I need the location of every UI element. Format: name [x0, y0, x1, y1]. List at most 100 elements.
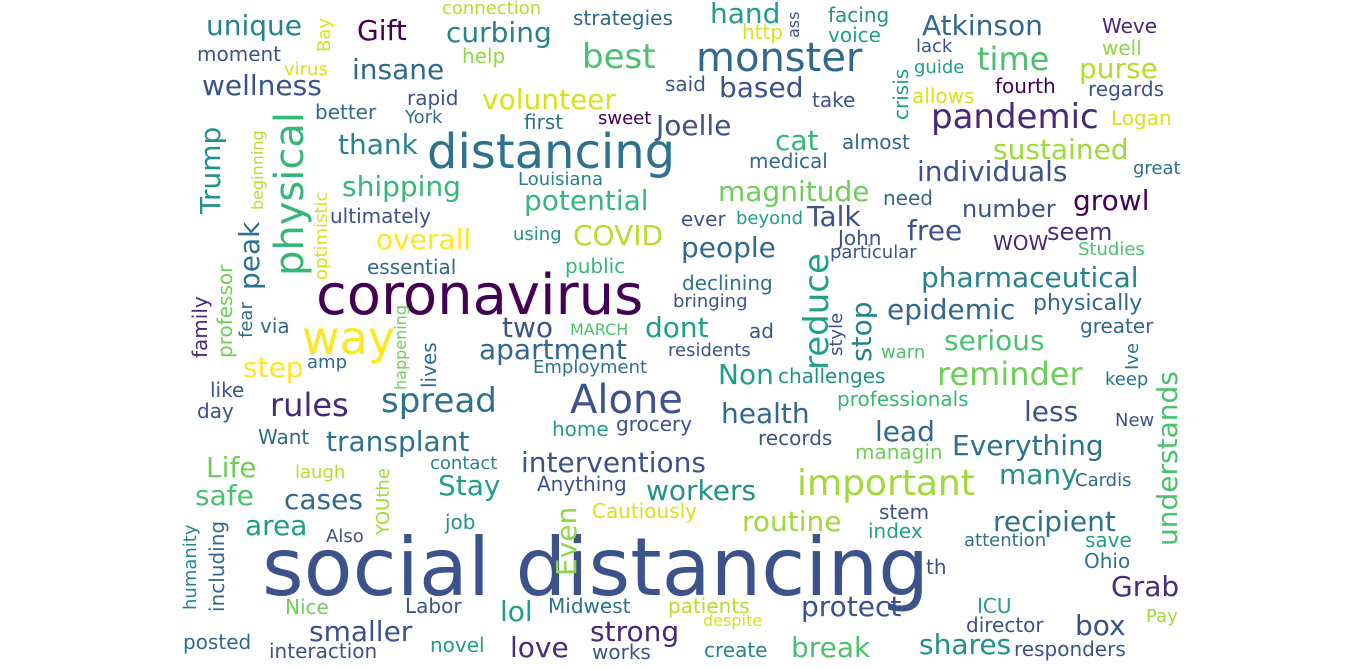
- word-smaller: smaller: [309, 615, 413, 648]
- word-lol: lol: [500, 595, 533, 628]
- word-monster: monster: [696, 35, 863, 81]
- word-stem: stem: [879, 500, 930, 524]
- word-fourth: fourth: [995, 74, 1056, 98]
- word-professor: professor: [213, 264, 237, 358]
- word-social-distancing: social distancing: [262, 521, 929, 614]
- word-apartment: apartment: [479, 333, 627, 366]
- word-connection: connection: [442, 0, 542, 19]
- word-insane: insane: [352, 53, 445, 86]
- word-midwest: Midwest: [548, 594, 631, 618]
- word-time: time: [977, 40, 1050, 78]
- word-stay: Stay: [438, 469, 501, 502]
- word-new: New: [1115, 410, 1155, 431]
- word-contact: contact: [430, 453, 498, 474]
- word-free: free: [907, 214, 963, 247]
- word-even: Even: [550, 506, 583, 576]
- word-also: Also: [326, 526, 364, 547]
- word-fear: fear: [236, 302, 257, 338]
- word-best: best: [582, 37, 656, 77]
- word-using: using: [513, 224, 562, 245]
- word-peak: peak: [233, 221, 266, 290]
- word-alone: Alone: [570, 377, 683, 423]
- word-professionals: professionals: [837, 387, 969, 411]
- word-transplant: transplant: [326, 425, 470, 458]
- word-pandemic: pandemic: [931, 97, 1099, 137]
- word-everything: Everything: [952, 429, 1104, 462]
- word-novel: novel: [430, 633, 485, 657]
- word-cautiously: Cautiously: [592, 499, 698, 523]
- word-box: box: [1075, 609, 1126, 642]
- word-many: many: [999, 458, 1078, 491]
- word-based: based: [719, 71, 804, 104]
- word-regards: regards: [1088, 77, 1165, 101]
- word-save: save: [1085, 528, 1132, 552]
- word-responders: responders: [1014, 637, 1126, 661]
- word-workers: workers: [646, 474, 757, 507]
- word-moment: moment: [197, 42, 282, 66]
- word-challenges: challenges: [778, 364, 886, 388]
- word-attention: attention: [964, 530, 1047, 551]
- word-laugh: laugh: [295, 462, 346, 483]
- word-louisiana: Louisiana: [518, 169, 603, 190]
- word-trump: Trump: [194, 126, 227, 214]
- word-lives: lives: [417, 342, 441, 388]
- word-like: like: [210, 378, 245, 402]
- word-take: take: [812, 88, 856, 112]
- word-wellness: wellness: [202, 69, 322, 102]
- word-icu: ICU: [977, 594, 1012, 618]
- word-sweet: sweet: [598, 108, 652, 129]
- word-way: way: [302, 311, 396, 365]
- word-volunteer: volunteer: [482, 83, 616, 116]
- word-overall: overall: [376, 223, 472, 256]
- word-home: home: [552, 417, 609, 441]
- word-dont: dont: [645, 311, 709, 344]
- word-including: including: [205, 520, 229, 612]
- word-beginning: beginning: [248, 130, 267, 210]
- word-well: well: [1102, 36, 1142, 60]
- word-medical: medical: [749, 149, 828, 173]
- word-thank: thank: [338, 128, 418, 161]
- word-purse: purse: [1079, 52, 1158, 85]
- word-posted: posted: [183, 630, 252, 654]
- word-better: better: [315, 100, 377, 124]
- word-strategies: strategies: [573, 6, 673, 30]
- word-logan: Logan: [1111, 106, 1172, 130]
- word-employment: Employment: [533, 357, 648, 378]
- word-pharmaceutical: pharmaceutical: [921, 261, 1139, 294]
- word-keep: keep: [1105, 369, 1149, 390]
- word-area: area: [245, 509, 308, 542]
- word-style: style: [826, 312, 847, 356]
- word-weve: Weve: [1102, 14, 1158, 38]
- word-pay: Pay: [1146, 606, 1178, 627]
- word-number: number: [962, 195, 1056, 223]
- word-seem: seem: [1047, 218, 1113, 246]
- word-important: important: [797, 463, 975, 504]
- word-director: director: [966, 613, 1044, 637]
- word-labor: Labor: [405, 594, 462, 618]
- word-ive: Ive: [1122, 342, 1143, 370]
- word-talk: Talk: [807, 200, 861, 233]
- word-public: public: [565, 254, 626, 278]
- word-day: day: [197, 399, 234, 423]
- word-optimistic: optimistic: [311, 191, 332, 280]
- word-break: break: [791, 631, 871, 664]
- word-covid: COVID: [573, 219, 664, 252]
- word-safe: safe: [195, 479, 254, 512]
- word-crisis: crisis: [889, 68, 913, 120]
- word-records: records: [758, 426, 833, 450]
- word-less: less: [1024, 395, 1079, 428]
- word-bringing: bringing: [673, 291, 748, 312]
- word-cat: cat: [775, 124, 819, 157]
- word-interventions: interventions: [521, 446, 707, 479]
- word-march: MARCH: [570, 320, 629, 339]
- word-hand: hand: [710, 0, 781, 30]
- word-rules: rules: [270, 386, 349, 424]
- word-declining: declining: [682, 271, 773, 295]
- word-grocery: grocery: [616, 412, 693, 436]
- word-said: said: [665, 72, 706, 96]
- word-bay: Bay: [314, 17, 335, 52]
- word-spread: spread: [381, 381, 497, 421]
- word-first: first: [524, 110, 564, 134]
- word-warn: warn: [881, 342, 926, 363]
